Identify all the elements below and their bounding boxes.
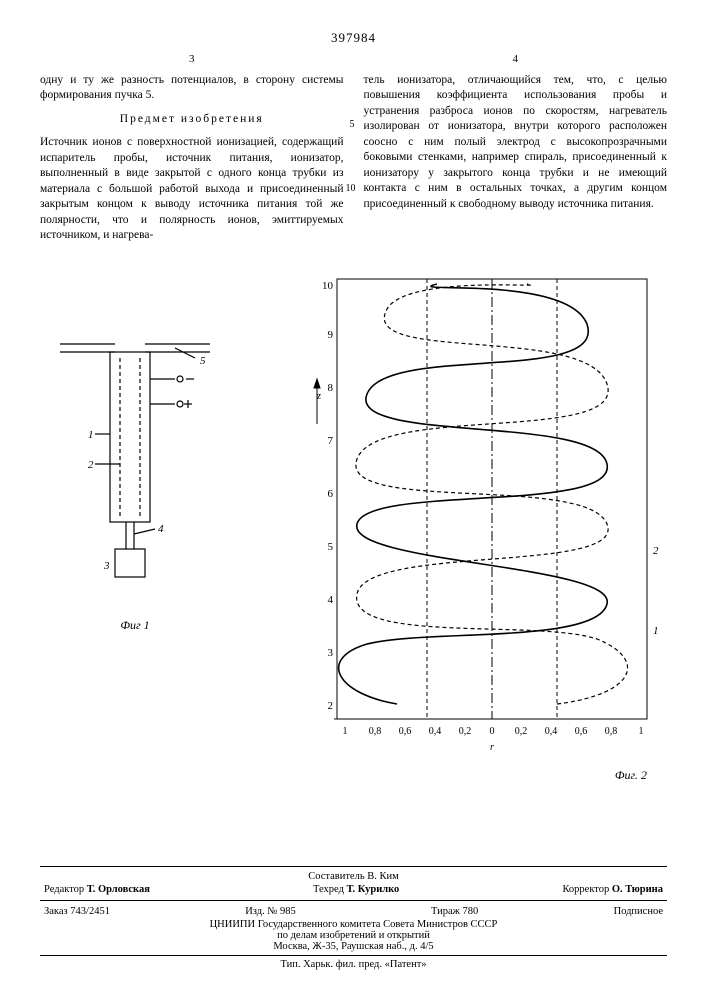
page: 397984 3 одну и ту же разность потенциал… <box>0 0 707 1000</box>
xtick: 0,8 <box>605 726 618 737</box>
curve-label-2: 2 <box>653 545 659 557</box>
figure-1-label: Фиг 1 <box>60 618 210 633</box>
figure-1: 5 1 2 4 3 Фиг 1 <box>60 324 210 633</box>
left-intro-text: одну и ту же разность потенциалов, в сто… <box>40 73 344 104</box>
xtick: 1 <box>639 726 644 737</box>
ytick: 4 <box>328 594 334 606</box>
ytick: 3 <box>328 647 334 659</box>
curve-label-1: 1 <box>653 625 659 637</box>
figure-2-label: Фиг. 2 <box>307 768 667 783</box>
xtick: 0,4 <box>429 726 442 737</box>
printer-line: Тип. Харьк. фил. пред. «Патент» <box>40 959 667 970</box>
org-line-1: ЦНИИПИ Государственного комитета Совета … <box>40 919 667 930</box>
xtick: 1 <box>343 726 348 737</box>
ytick: 5 <box>328 541 334 553</box>
ytick: 8 <box>328 382 334 394</box>
callout-5: 5 <box>200 355 206 367</box>
text-columns: 3 одну и ту же разность потенциалов, в с… <box>40 52 667 244</box>
ytick: 6 <box>328 488 334 500</box>
tirazh: Тираж 780 <box>431 906 478 917</box>
corrector: Корректор О. Тюрина <box>562 884 663 895</box>
xtick: 0,6 <box>399 726 412 737</box>
col-num-right: 4 <box>364 52 668 67</box>
left-body-text: Источник ионов с поверхностной ионизацие… <box>40 135 344 244</box>
compiler-line: Составитель В. Ким <box>40 871 667 882</box>
xtick: 0 <box>490 726 495 737</box>
org-line-2: по делам изобретений и открытий <box>40 930 667 941</box>
right-body-text: тель ионизатора, отличающийся тем, что, … <box>364 73 668 213</box>
figure-2-svg: 1 0,8 0,6 0,4 0,2 0 0,2 0,4 0,6 0,8 1 r … <box>307 264 667 764</box>
tech-editor: Техред Т. Курилко <box>313 884 399 895</box>
figure-2: 1 0,8 0,6 0,4 0,2 0 0,2 0,4 0,6 0,8 1 r … <box>307 264 667 783</box>
left-column: 3 одну и ту же разность потенциалов, в с… <box>40 52 344 244</box>
editors-row: Редактор Т. Орловская Техред Т. Курилко … <box>40 882 667 897</box>
col-num-left: 3 <box>40 52 344 67</box>
document-number: 397984 <box>40 30 667 46</box>
callout-2: 2 <box>88 459 94 471</box>
ytick: 2 <box>328 700 334 712</box>
ytick: 7 <box>328 435 334 447</box>
ytick: 9 <box>328 329 334 341</box>
podpisnoe: Подписное <box>614 906 663 917</box>
subject-heading: Предмет изобретения <box>40 112 344 128</box>
print-info-row: Заказ 743/2451 Изд. № 985 Тираж 780 Подп… <box>40 904 667 919</box>
callout-3: 3 <box>103 560 110 572</box>
xtick: 0,6 <box>575 726 588 737</box>
x-axis-label: r <box>490 742 494 753</box>
xtick: 0,2 <box>515 726 528 737</box>
line-marker-5: 5 <box>350 118 355 132</box>
address-line: Москва, Ж-35, Раушская наб., д. 4/5 <box>40 941 667 952</box>
order-number: Заказ 743/2451 <box>44 906 110 917</box>
figures-area: 5 1 2 4 3 Фиг 1 <box>40 264 667 784</box>
footer: Составитель В. Ким Редактор Т. Орловская… <box>40 866 667 970</box>
callout-4: 4 <box>158 523 164 535</box>
right-column: 4 тель ионизатора, отличающийся тем, что… <box>364 52 668 244</box>
editor: Редактор Т. Орловская <box>44 884 150 895</box>
xtick: 0,2 <box>459 726 472 737</box>
edition-number: Изд. № 985 <box>245 906 296 917</box>
callout-1: 1 <box>88 429 94 441</box>
xtick: 0,4 <box>545 726 558 737</box>
ytick: 10 <box>322 280 334 292</box>
figure-1-svg: 5 1 2 4 3 <box>60 324 210 614</box>
xtick: 0,8 <box>369 726 382 737</box>
line-marker-10: 10 <box>346 182 356 196</box>
